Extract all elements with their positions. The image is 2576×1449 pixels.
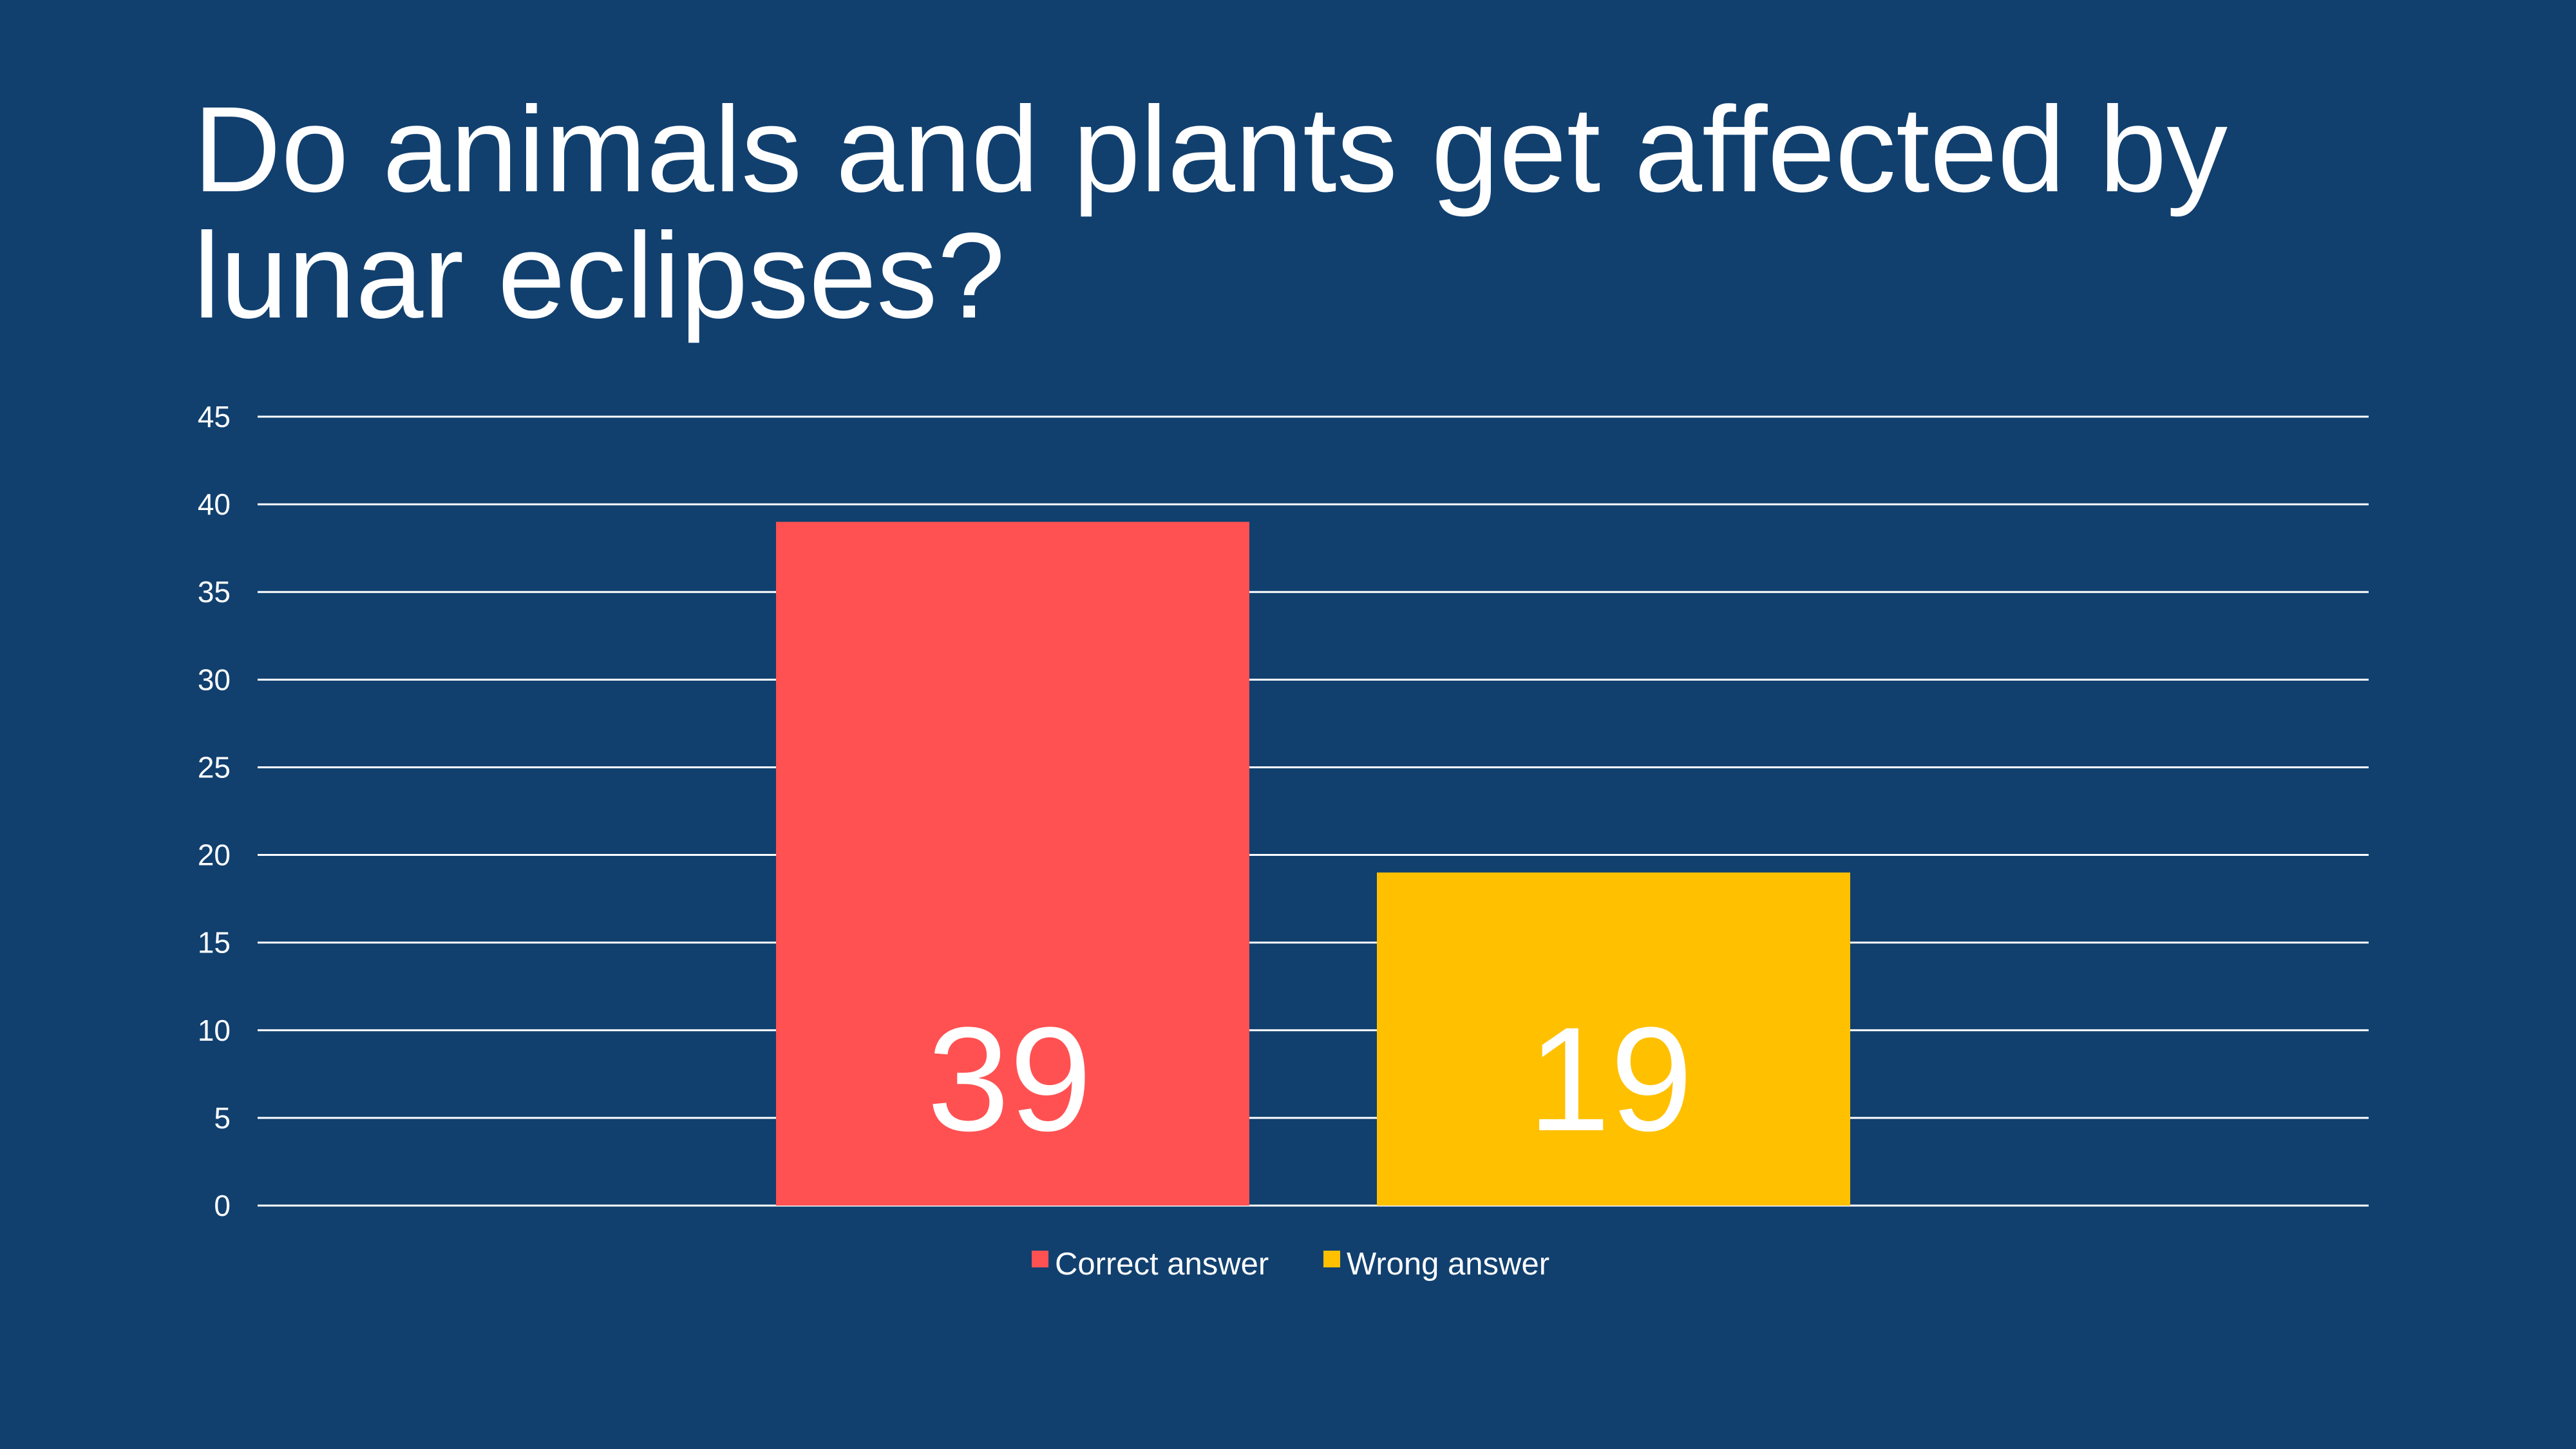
y-tick-label: 40 xyxy=(198,488,231,521)
data-label: 19 xyxy=(1528,996,1693,1162)
slide-title: Do animals and plants get affected by lu… xyxy=(193,82,2228,344)
y-tick-label: 45 xyxy=(198,400,231,433)
y-tick-label: 25 xyxy=(198,750,231,784)
y-tick-label: 10 xyxy=(198,1014,231,1047)
y-tick-label: 0 xyxy=(214,1189,231,1222)
bar-correct-answer xyxy=(776,522,1249,1206)
y-tick-label: 35 xyxy=(198,575,231,609)
legend-label: Wrong answer xyxy=(1347,1247,1549,1282)
legend-swatch xyxy=(1032,1251,1048,1267)
legend-swatch xyxy=(1323,1251,1340,1267)
y-tick-label: 20 xyxy=(198,838,231,872)
y-tick-label: 15 xyxy=(198,926,231,960)
bar-wrong-answer xyxy=(1377,872,1850,1206)
y-tick-label: 30 xyxy=(198,663,231,696)
legend-label: Correct answer xyxy=(1055,1247,1269,1282)
data-label: 39 xyxy=(927,996,1092,1162)
y-tick-label: 5 xyxy=(214,1101,231,1135)
